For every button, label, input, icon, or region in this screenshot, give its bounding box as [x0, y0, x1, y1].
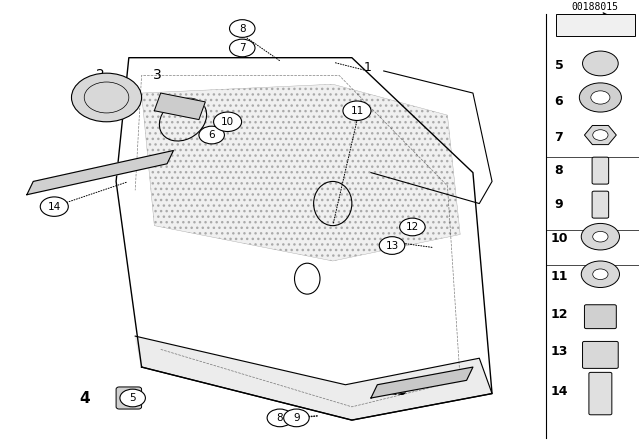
FancyBboxPatch shape — [116, 387, 141, 409]
Text: 11: 11 — [550, 270, 568, 283]
Text: 5: 5 — [555, 59, 563, 72]
Circle shape — [120, 389, 145, 407]
Text: 10: 10 — [221, 117, 234, 127]
Circle shape — [380, 237, 404, 254]
FancyBboxPatch shape — [592, 157, 609, 184]
Circle shape — [593, 269, 608, 280]
Text: 5: 5 — [129, 393, 136, 403]
Circle shape — [593, 231, 608, 242]
Text: 9: 9 — [293, 413, 300, 423]
Circle shape — [581, 261, 620, 288]
Text: 7: 7 — [555, 131, 563, 144]
Text: 12: 12 — [406, 222, 419, 232]
Text: 9: 9 — [555, 198, 563, 211]
Text: 8: 8 — [239, 24, 246, 34]
Polygon shape — [27, 151, 173, 195]
Circle shape — [72, 73, 141, 122]
Circle shape — [230, 20, 255, 37]
Circle shape — [199, 126, 225, 144]
Polygon shape — [556, 13, 636, 35]
Text: 14: 14 — [550, 385, 568, 398]
Circle shape — [343, 101, 371, 121]
FancyBboxPatch shape — [592, 191, 609, 218]
Circle shape — [40, 197, 68, 216]
Circle shape — [581, 224, 620, 250]
Circle shape — [230, 39, 255, 57]
FancyBboxPatch shape — [584, 305, 616, 329]
Text: 13: 13 — [550, 345, 568, 358]
Circle shape — [593, 130, 608, 140]
Circle shape — [267, 409, 292, 427]
Text: 4: 4 — [79, 392, 90, 406]
Text: 00188015: 00188015 — [572, 2, 619, 12]
Polygon shape — [141, 84, 460, 261]
Text: 2: 2 — [96, 69, 104, 82]
Circle shape — [399, 218, 425, 236]
Circle shape — [579, 83, 621, 112]
Polygon shape — [135, 336, 492, 420]
Circle shape — [582, 51, 618, 76]
FancyBboxPatch shape — [589, 372, 612, 415]
Text: 11: 11 — [350, 106, 364, 116]
Text: 3: 3 — [153, 69, 162, 82]
FancyBboxPatch shape — [582, 341, 618, 368]
Polygon shape — [154, 93, 205, 120]
Text: 10: 10 — [550, 233, 568, 246]
Text: 13: 13 — [385, 241, 399, 250]
Text: 1: 1 — [364, 61, 372, 74]
Text: 15: 15 — [386, 383, 407, 397]
Polygon shape — [371, 367, 473, 398]
Text: 7: 7 — [239, 43, 246, 53]
Text: 8: 8 — [555, 164, 563, 177]
Circle shape — [591, 91, 610, 104]
Circle shape — [284, 409, 309, 427]
Text: 6: 6 — [209, 130, 215, 140]
Circle shape — [214, 112, 242, 132]
Text: 14: 14 — [47, 202, 61, 211]
Text: 6: 6 — [555, 95, 563, 108]
Text: 8: 8 — [276, 413, 283, 423]
Text: 12: 12 — [550, 307, 568, 320]
Polygon shape — [584, 125, 616, 145]
